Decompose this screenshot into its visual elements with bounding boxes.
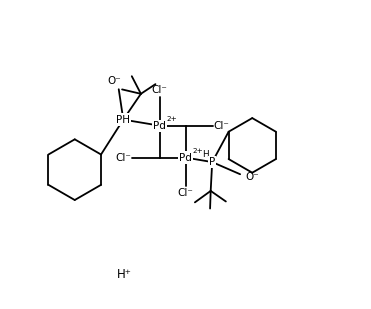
Text: Pd: Pd: [153, 121, 166, 131]
Text: O⁻: O⁻: [246, 172, 259, 182]
Text: O⁻: O⁻: [107, 76, 121, 86]
Text: PH: PH: [116, 115, 130, 125]
Text: Cl⁻: Cl⁻: [152, 85, 168, 95]
Text: P: P: [209, 157, 215, 167]
Text: Cl⁻: Cl⁻: [178, 188, 193, 198]
Text: Cl⁻: Cl⁻: [214, 121, 230, 131]
Text: H: H: [202, 150, 209, 159]
Text: Cl⁻: Cl⁻: [116, 153, 131, 163]
Text: H⁺: H⁺: [117, 268, 132, 281]
Text: 2+: 2+: [166, 116, 177, 122]
Text: 2+: 2+: [192, 148, 203, 154]
Text: Pd: Pd: [179, 153, 192, 163]
